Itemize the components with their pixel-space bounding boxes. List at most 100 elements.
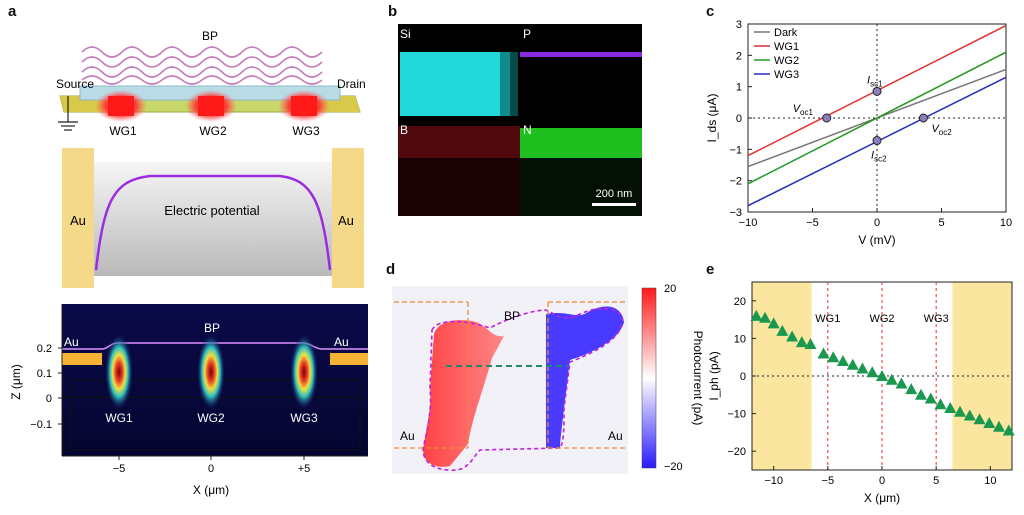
x-axis-label: X (μm): [864, 491, 900, 505]
data-point: [954, 405, 966, 417]
scale-bar: [592, 203, 636, 206]
source-label: Source: [56, 77, 94, 91]
x-tick-label: 0: [879, 475, 885, 487]
data-point: [905, 383, 918, 395]
device-schematic: BP Source Drain WG1 WG2 WG3: [56, 29, 366, 138]
eds-label-si: Si: [400, 27, 411, 41]
data-point: [924, 392, 937, 404]
x-axis-label: V (mV): [858, 233, 895, 247]
data-point: [895, 377, 908, 389]
potential-text: Electric potential: [164, 203, 259, 218]
wg3-label: WG3: [292, 124, 320, 138]
field-ytick-1: 0.1: [37, 368, 52, 380]
panel-label-b: b: [388, 3, 397, 20]
data-point: [837, 354, 849, 366]
eds-map-n: N: [520, 120, 642, 216]
eds-map-si: Si: [398, 24, 520, 120]
data-point: [786, 330, 799, 342]
field-ytick-0: 0.2: [37, 343, 52, 355]
y-tick-label: −10: [727, 409, 746, 421]
au-contact-left: [62, 148, 94, 288]
data-point: [963, 409, 976, 421]
wg1-label: WG1: [109, 124, 137, 138]
data-point: [993, 420, 1005, 432]
field-xtick-0: −5: [113, 463, 126, 475]
au-contact-right: [332, 148, 364, 288]
annotation-marker: [822, 113, 832, 123]
eds-label-p: P: [523, 27, 531, 41]
data-point: [856, 362, 869, 374]
panel-b: b Si P B N 200 nm: [388, 3, 642, 216]
panel-label-c: c: [706, 3, 714, 20]
data-point: [767, 317, 780, 329]
colorbar-title: Photocurrent (pA): [691, 331, 705, 426]
positive-photocurrent-region: [423, 320, 504, 467]
field-wg3: WG3: [290, 411, 318, 425]
field-bp: BP: [204, 321, 220, 335]
panel-d: d BP Au Au 20 −20 Photocurrent (pA): [386, 261, 705, 474]
data-point: [759, 311, 771, 323]
panel-label-a: a: [8, 3, 17, 20]
y-axis-label: I_ph (pA): [707, 351, 721, 400]
colorbar-min: −20: [664, 461, 683, 473]
panel-label-e: e: [706, 261, 714, 278]
y-tick-label: 2: [736, 50, 742, 62]
electric-potential-diagram: Au Au Electric potential: [62, 148, 364, 288]
bp-flake: [81, 46, 323, 85]
colorbar-max: 20: [664, 283, 676, 295]
waveguide-marker-label: WG3: [924, 313, 949, 325]
field-ytick-3: −0.1: [30, 419, 52, 431]
data-point: [885, 373, 898, 385]
au-shaded-region: [752, 282, 812, 470]
series-line-wg2: [747, 51, 1007, 185]
au-label-left: Au: [70, 213, 86, 228]
y-axis-label: I_ds (μA): [705, 94, 719, 143]
annotation-label: Isc1: [867, 74, 883, 88]
panel-e-chart: e WG1 WG2 WG3 −10 −5 0 5 10 −20 −10 0 10 20 X (μm) I_p…: [706, 261, 1015, 505]
panel-label-d: d: [386, 261, 395, 278]
scale-bar-label: 200 nm: [596, 188, 633, 200]
data-point: [1002, 424, 1015, 436]
x-tick-label: −10: [764, 475, 783, 487]
y-tick-label: 1: [736, 82, 742, 94]
y-tick-label: 3: [736, 19, 742, 31]
data-point: [973, 413, 986, 425]
data-point: [846, 358, 859, 370]
annotation-label: Isc2: [871, 150, 887, 164]
eds-label-n: N: [523, 123, 532, 137]
legend-label: Dark: [774, 27, 798, 39]
annotation-label: Voc1: [793, 103, 814, 117]
annotation-marker: [918, 113, 928, 123]
waveguide-marker-label: WG2: [869, 313, 894, 325]
x-tick-label: −5: [806, 217, 819, 229]
colorbar: [641, 287, 657, 469]
data-point: [827, 351, 840, 363]
negative-photocurrent-region: [546, 306, 624, 448]
legend-label: WG2: [774, 55, 799, 67]
field-wg2: WG2: [197, 411, 225, 425]
ground-symbol: [58, 96, 78, 131]
data-point: [944, 401, 957, 413]
y-tick-label: −1: [729, 144, 742, 156]
data-point: [795, 336, 808, 348]
legend-label: WG3: [774, 69, 799, 81]
bp-outline: [422, 307, 624, 471]
map-au-left: Au: [400, 429, 415, 443]
y-tick-label: 10: [734, 333, 746, 345]
potential-curve: [94, 174, 332, 271]
data-point: [776, 324, 789, 336]
x-tick-label: 5: [938, 217, 944, 229]
field-au-right: Au: [334, 335, 349, 349]
field-au-left: Au: [64, 335, 79, 349]
data-point: [983, 417, 996, 428]
y-tick-label: 0: [736, 113, 742, 125]
waveguide-marker-label: WG1: [815, 313, 840, 325]
map-au-right: Au: [608, 429, 623, 443]
eds-label-b: B: [400, 123, 408, 137]
data-point: [804, 338, 817, 350]
annotation-marker: [872, 86, 882, 96]
field-wg1: WG1: [105, 411, 133, 425]
panel-a: a BP Source Drain WG1 WG2 WG3: [8, 3, 368, 497]
mode-field-plot: Au Au BP WG1 WG2 WG3 0.2 0.1 0 −0.1 −5 0…: [9, 304, 368, 497]
